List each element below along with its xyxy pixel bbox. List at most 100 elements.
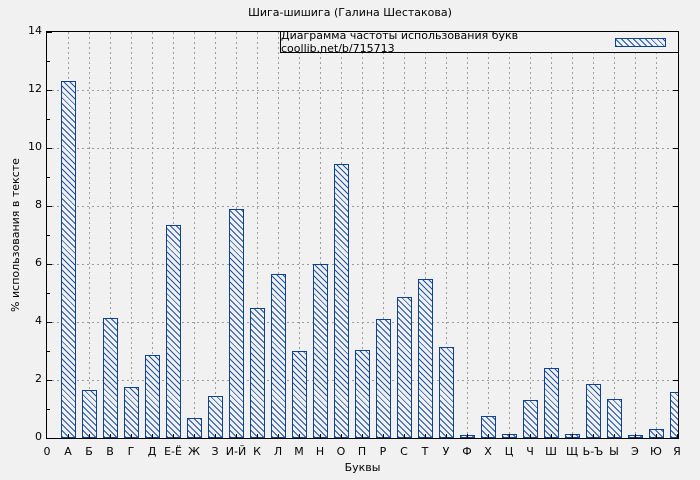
bar: [354, 349, 370, 438]
y-tick-mark-mirror: [673, 263, 678, 265]
y-minor-tick-mark: [47, 234, 50, 236]
y-tick-mark: [47, 89, 52, 91]
v-gridline: [508, 32, 510, 438]
x-tick-mark: [67, 434, 69, 438]
v-gridline: [445, 32, 447, 438]
bar: [270, 274, 286, 438]
x-tick-mark: [340, 434, 342, 438]
bar: [312, 264, 328, 438]
v-gridline: [634, 32, 636, 438]
bar: [144, 355, 160, 438]
x-tick-label: С: [400, 445, 408, 458]
y-tick-label: 12: [28, 82, 42, 95]
y-tick-mark-mirror: [673, 89, 678, 91]
v-gridline: [151, 32, 153, 438]
x-tick-label: Ц: [504, 445, 514, 458]
x-tick-label: Н: [315, 445, 325, 458]
x-tick-mark: [193, 434, 195, 438]
y-tick-mark: [47, 379, 52, 381]
bar: [543, 368, 559, 438]
legend-hatch-swatch: [615, 37, 666, 47]
bar: [102, 317, 118, 438]
x-tick-label: О: [336, 445, 346, 458]
y-tick-label: 10: [28, 140, 42, 153]
v-gridline: [214, 32, 216, 438]
v-gridline: [88, 32, 90, 438]
y-minor-tick-mark: [47, 292, 50, 294]
y-minor-tick-mark: [47, 118, 50, 120]
v-gridline: [613, 32, 615, 438]
x-tick-label: З: [211, 445, 219, 458]
y-tick-mark-mirror: [673, 321, 678, 323]
y-minor-tick-mark: [47, 176, 50, 178]
x-tick-label: У: [442, 445, 450, 458]
v-gridline: [277, 32, 279, 438]
x-tick-mark: [529, 434, 531, 438]
x-tick-mark: [277, 434, 279, 438]
bar: [207, 395, 223, 438]
x-tick-mark: [109, 434, 111, 438]
chart-title: Шига-шишига (Галина Шестакова): [248, 6, 452, 19]
x-tick-mark: [508, 434, 510, 438]
x-tick-label: Р: [379, 445, 387, 458]
v-gridline: [193, 32, 195, 438]
x-axis-label: Буквы: [344, 461, 381, 474]
x-tick-mark: [130, 434, 132, 438]
x-tick-label: Ы: [609, 445, 619, 458]
x-tick-label: П: [357, 445, 367, 458]
y-minor-tick-mark: [47, 350, 50, 352]
x-tick-label: Ш: [545, 445, 557, 458]
v-gridline: [592, 32, 594, 438]
v-gridline: [424, 32, 426, 438]
x-tick-mark: [214, 434, 216, 438]
v-gridline: [403, 32, 405, 438]
x-tick-mark: [676, 434, 678, 438]
x-tick-mark: [298, 434, 300, 438]
x-tick-label: Ф: [462, 445, 472, 458]
x-tick-mark: [172, 434, 174, 438]
x-tick-mark: [151, 434, 153, 438]
h-gridline: [47, 205, 678, 207]
v-gridline: [298, 32, 300, 438]
v-gridline: [466, 32, 468, 438]
x-tick-mark: [361, 434, 363, 438]
x-tick-label: Л: [273, 445, 283, 458]
bar: [606, 398, 622, 438]
x-tick-mark: [256, 434, 258, 438]
bar: [480, 416, 496, 438]
bar: [249, 307, 265, 438]
legend-box: Диаграмма частоты использования букв coo…: [280, 32, 678, 55]
v-gridline: [655, 32, 657, 438]
x-tick-label: Ю: [650, 445, 662, 458]
v-gridline: [571, 32, 573, 438]
x-tick-label: В: [106, 445, 114, 458]
y-tick-mark: [47, 263, 52, 265]
v-gridline: [130, 32, 132, 438]
x-tick-mark: [382, 434, 384, 438]
y-tick-label: 8: [35, 198, 42, 211]
v-gridline: [109, 32, 111, 438]
x-tick-mark: [235, 434, 237, 438]
x-tick-mark: [655, 434, 657, 438]
y-tick-label: 4: [35, 314, 42, 327]
x-tick-mark: [319, 434, 321, 438]
v-gridline: [256, 32, 258, 438]
bar: [291, 351, 307, 438]
x-tick-label: Д: [147, 445, 157, 458]
x-tick-mark: [88, 434, 90, 438]
v-gridline: [529, 32, 531, 438]
bar: [438, 346, 454, 438]
x-tick-mark: [613, 434, 615, 438]
x-tick-mark: [571, 434, 573, 438]
h-gridline: [47, 321, 678, 323]
x-tick-label: К: [253, 445, 261, 458]
y-tick-label: 0: [35, 430, 42, 443]
bar: [165, 224, 181, 438]
x-tick-mark: [592, 434, 594, 438]
x-tick-label: И-Й: [225, 445, 247, 458]
x-tick-label: Х: [484, 445, 492, 458]
x-tick-mark: [550, 434, 552, 438]
x-tick-label: Я: [673, 445, 681, 458]
h-gridline: [47, 263, 678, 265]
